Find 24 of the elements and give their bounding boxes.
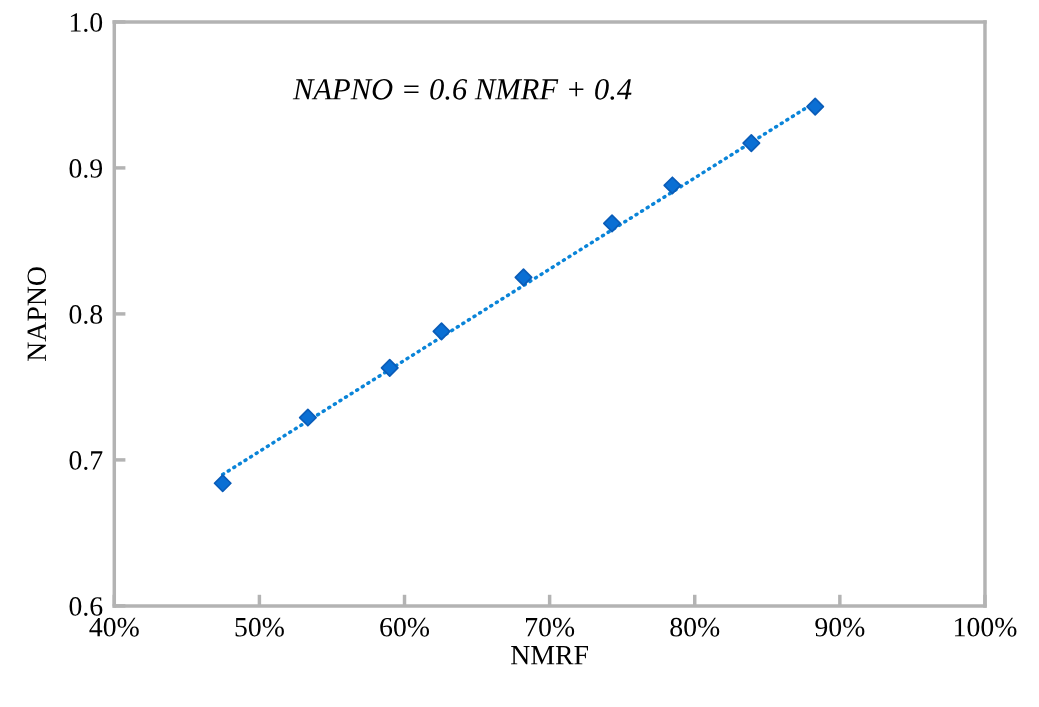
point bbox=[380, 358, 399, 377]
x-tick-label: 40% bbox=[89, 617, 139, 637]
point bbox=[742, 134, 761, 153]
point bbox=[602, 214, 622, 233]
point bbox=[806, 97, 825, 116]
x-tick-label: 90% bbox=[815, 617, 865, 637]
x-tick-label: 100% bbox=[955, 617, 1017, 637]
annotation: NAPNO = 0.6 NMRF + 0.4 bbox=[292, 79, 632, 100]
x-tick-label: 80% bbox=[670, 617, 720, 637]
y-tick-label: 0.7 bbox=[69, 451, 103, 470]
point bbox=[514, 268, 533, 287]
y-tick-label: 1.0 bbox=[70, 13, 103, 32]
point bbox=[298, 408, 317, 427]
x-tick-label: 50% bbox=[235, 617, 284, 637]
y-tick-label: 0.8 bbox=[69, 305, 103, 324]
point bbox=[213, 474, 232, 493]
y-axis-title: NAPNO bbox=[27, 267, 47, 361]
point bbox=[432, 322, 451, 341]
y-tick-label: 0.6 bbox=[69, 597, 103, 616]
y-tick-label: 0.9 bbox=[69, 159, 103, 178]
x-tick-label: 70% bbox=[526, 617, 575, 637]
x-tick-label: 60% bbox=[380, 617, 430, 637]
x-axis-title: NMRF bbox=[511, 646, 588, 665]
point bbox=[663, 176, 682, 195]
